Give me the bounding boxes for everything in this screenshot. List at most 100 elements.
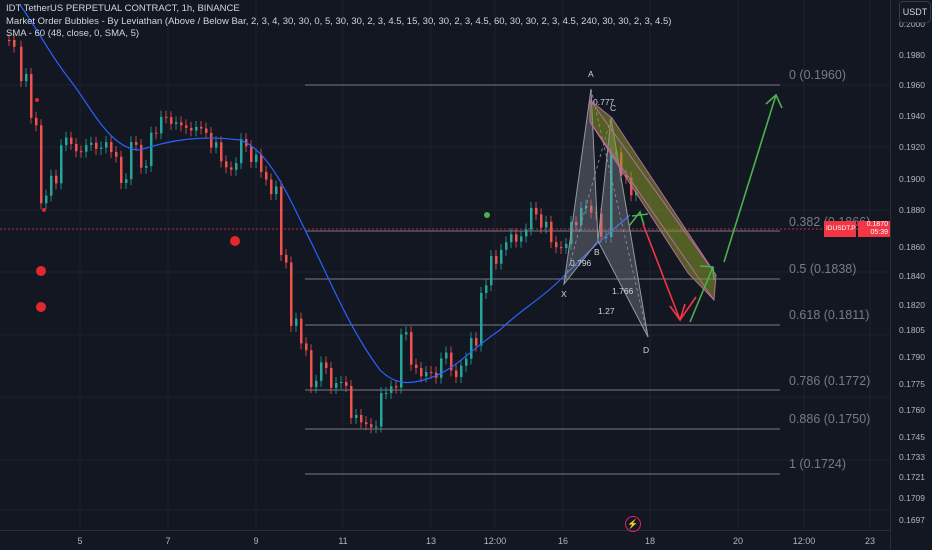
price-axis-label: 0.1733: [899, 452, 925, 462]
price-axis-label: 0.1900: [899, 174, 925, 184]
candle-body: [180, 122, 183, 126]
candle-body: [55, 175, 58, 184]
candle-body: [455, 370, 458, 377]
candle-body: [495, 256, 498, 264]
candle-body: [200, 127, 203, 129]
fib-label: 0.886 (0.1750): [789, 412, 870, 426]
price-tag-value: 0.1870: [866, 221, 888, 228]
candle-body: [530, 207, 533, 230]
candle-body: [405, 332, 408, 335]
candle-body: [555, 242, 558, 248]
candle-body: [335, 383, 338, 388]
current-price-tag: IDUSDT.P 0.1870 05:39: [824, 221, 890, 237]
candle-body: [275, 186, 278, 195]
candle-body: [145, 165, 148, 168]
harmonic-pattern[interactable]: [563, 88, 649, 338]
price-axis-label: 0.1960: [899, 80, 925, 90]
candle-body: [290, 262, 293, 326]
candle-body: [210, 132, 213, 148]
candle-body: [340, 382, 343, 384]
price-axis-label: 0.1840: [899, 271, 925, 281]
candle-body: [310, 350, 313, 388]
candle-body: [195, 127, 198, 131]
candle-body: [155, 132, 158, 134]
price-tag-symbol: IDUSDT.P: [824, 221, 856, 237]
candle-body: [35, 117, 38, 126]
candle-body: [560, 247, 563, 249]
candle-body: [385, 392, 388, 394]
candle-body: [475, 338, 478, 346]
candle-body: [600, 213, 603, 238]
candle-body: [605, 237, 608, 239]
fib-label: 0.786 (0.1772): [789, 374, 870, 388]
candle-body: [565, 243, 568, 248]
price-axis-label: 0.1775: [899, 379, 925, 389]
candle-body: [270, 179, 273, 195]
price-axis[interactable]: [890, 0, 932, 550]
candle-body: [125, 179, 128, 183]
candle-body: [420, 367, 423, 377]
lightning-icon[interactable]: ⚡: [625, 516, 641, 532]
candle-body: [580, 207, 583, 226]
candle-body: [100, 147, 103, 149]
candle-body: [300, 318, 303, 344]
candle-body: [355, 414, 358, 418]
candle-body: [240, 139, 243, 164]
candle-body: [250, 146, 253, 163]
candle-body: [40, 125, 43, 204]
candle-body: [90, 142, 93, 145]
symbol-line[interactable]: IDT TetherUS PERPETUAL CONTRACT, 1h, BIN…: [6, 3, 240, 14]
candle-body: [75, 143, 78, 152]
candle-body: [13, 40, 16, 47]
candle-body: [510, 234, 513, 243]
time-axis-border: [0, 530, 890, 531]
candle-body: [255, 154, 258, 163]
price-axis-label: 0.1940: [899, 111, 925, 121]
indicator-bubbles[interactable]: Market Order Bubbles - By Leviathan (Abo…: [6, 15, 672, 27]
candle-body: [320, 362, 323, 381]
candle-body: [360, 414, 363, 423]
pattern-ratio: 0.777: [593, 97, 615, 107]
price-axis-label: 0.1790: [899, 352, 925, 362]
candle-body: [120, 156, 123, 183]
candle-body: [330, 368, 333, 388]
candle-body: [375, 426, 378, 428]
candle-body: [295, 318, 298, 326]
candle-body: [370, 424, 373, 428]
candle-body: [525, 229, 528, 237]
candle-body: [485, 285, 488, 293]
order-bubbles: [35, 98, 490, 312]
price-axis-label: 0.1880: [899, 205, 925, 215]
candle-body: [540, 214, 543, 228]
time-axis-label: 16: [557, 536, 569, 546]
candle-body: [550, 221, 553, 243]
candle-body: [135, 142, 138, 145]
price-axis-label: 0.1745: [899, 432, 925, 442]
candle-body: [345, 382, 348, 386]
fib-label: 0 (0.1960): [789, 68, 846, 82]
chart-legend: IDT TetherUS PERPETUAL CONTRACT, 1h, BIN…: [6, 3, 671, 41]
time-axis-label: 12:00: [792, 536, 816, 546]
candle-body: [465, 358, 468, 366]
time-axis-label: 18: [644, 536, 656, 546]
currency-button[interactable]: USDT: [899, 1, 931, 23]
candle-body: [205, 128, 208, 133]
candle-body: [45, 195, 48, 204]
pattern-ratio: 1.766: [612, 286, 634, 296]
candle-body: [130, 142, 133, 180]
fib-label: 0.618 (0.1811): [789, 308, 869, 322]
indicator-sma[interactable]: SMA - 60 (48, close, 0, SMA, 5): [6, 28, 140, 39]
candle-body: [25, 73, 28, 82]
candle-body: [325, 362, 328, 369]
candle-body: [150, 132, 153, 166]
projection-arrows[interactable]: [628, 93, 783, 323]
time-axis-label: 23: [864, 536, 876, 546]
pattern-point-a: A: [588, 69, 594, 79]
candle-body: [390, 386, 393, 393]
candle-body: [505, 242, 508, 250]
price-chart[interactable]: 0 (0.1960) 0.382 (0.1866) 0.5 (0.1838) 0…: [0, 0, 890, 530]
price-axis-label: 0.1980: [899, 50, 925, 60]
candle-body: [95, 142, 98, 149]
candle-body: [440, 358, 443, 378]
